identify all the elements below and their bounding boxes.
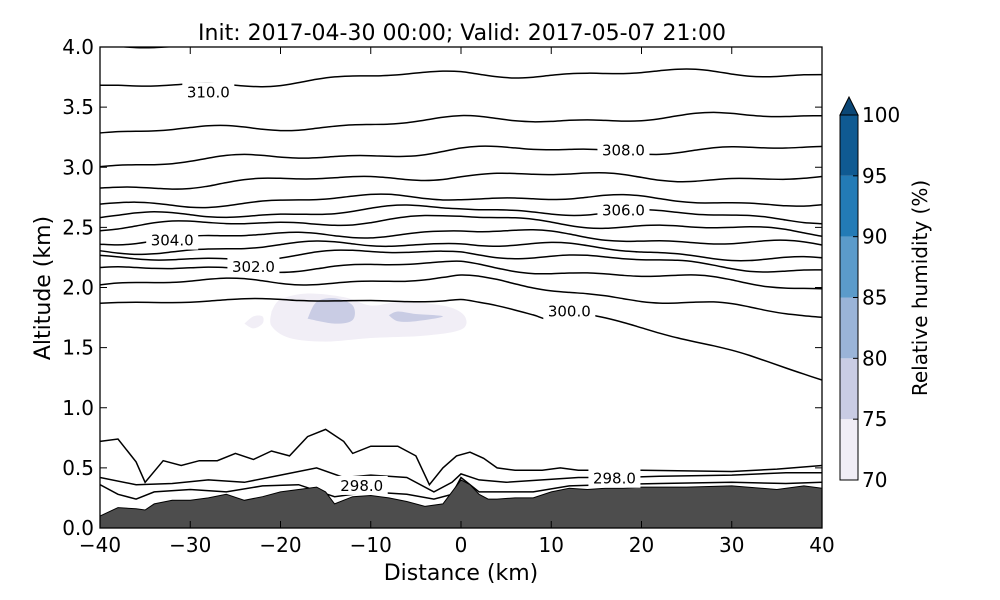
y-tick-label: 0.0 [62,516,94,540]
colorbar-segment [840,236,858,298]
x-tick-label: −20 [259,533,301,557]
colorbar-tick-label: 95 [862,164,887,188]
y-tick-label: 1.5 [62,336,94,360]
y-axis-label: Altitude (km) [31,216,56,360]
colorbar-tick-label: 75 [862,407,887,431]
isentrope-line [100,249,822,273]
y-tick-label: 3.0 [62,155,94,179]
y-tick-label: 1.0 [62,396,94,420]
colorbar-segment [840,115,858,176]
y-tick-label: 2.0 [62,276,94,300]
colorbar-segment [840,419,858,480]
contour-label-bg [182,82,235,102]
colorbar-extend-arrow [839,95,859,116]
humidity-region-70-75 [244,315,264,329]
colorbar-segment [840,175,858,237]
contour-label: 298.0 [593,470,636,488]
contour-label: 300.0 [548,303,591,321]
x-tick-label: 20 [629,533,654,557]
y-tick-label: 4.0 [62,35,94,59]
contour-label: 298.0 [340,477,383,495]
chart-title: Init: 2017-04-30 00:00; Valid: 2017-05-0… [198,21,726,46]
y-tick-label: 0.5 [62,456,94,480]
y-axis: 0.0 0.5 1.0 1.5 2.0 2.5 3.0 3.5 4.0 [62,35,822,540]
x-tick-label: −40 [79,533,121,557]
y-tick-label: 2.5 [62,215,94,239]
plot-background [100,47,822,528]
colorbar-label: Relative humidity (%) [908,180,932,396]
isentrope-line [100,274,822,319]
colorbar-tick-label: 70 [862,468,887,492]
x-tick-label: −30 [169,533,211,557]
contour-label-bg [227,257,280,277]
colorbar-segment [840,358,858,420]
isentrope-line [100,145,822,168]
contour-label-layer: 310.0 308.0 306.0 304.0 302.0 300.0 298.0 298.0 [146,82,650,495]
plot-area: 310.0 308.0 306.0 304.0 302.0 300.0 298.0 298.0 [100,47,822,528]
x-tick-label: −10 [350,533,392,557]
humidity-region-75-80 [388,311,443,322]
contour-label-bg [588,468,641,488]
colorbar: 70 75 80 85 90 95 100 [839,95,900,492]
colorbar-tick-label: 80 [862,346,887,370]
x-tick-label: 0 [455,533,468,557]
x-tick-label: 10 [539,533,564,557]
isentrope-line [100,214,822,238]
colorbar-tick-label: 100 [862,103,900,127]
terrain [100,479,822,528]
isentrope-line [100,260,822,290]
contour-label-bg [335,475,388,495]
contour-label-bg [597,200,650,220]
x-axis-label: Distance (km) [384,561,539,586]
contour-label: 306.0 [602,202,645,220]
isentrope-line [100,428,822,487]
contour-label: 308.0 [602,141,645,159]
colorbar-segment [840,297,858,359]
isentrope-line [100,240,822,262]
isentrope-line [100,204,822,225]
humidity-fill-layer [244,293,467,342]
contour-label-bg [146,230,199,250]
contour-label: 304.0 [151,232,194,250]
isentrope-layer [100,47,822,500]
humidity-region-75-80 [307,298,355,324]
terrain-layer [100,479,822,528]
isentrope-line [100,111,822,134]
colorbar-tick-label: 85 [862,286,887,310]
isentrope-line [100,229,822,246]
contour-label-bg [597,140,650,160]
x-axis: −40 −30 −20 −10 0 10 20 30 40 [79,47,835,557]
y-tick-label: 3.5 [62,95,94,119]
isentrope-line [100,171,822,190]
contour-label: 302.0 [232,258,275,276]
colorbar-tick-label: 90 [862,225,887,249]
isentrope-line [100,297,822,381]
contour-label: 310.0 [187,84,230,102]
isentrope-line [100,193,822,209]
x-tick-label: 30 [719,533,744,557]
x-tick-label: 40 [809,533,834,557]
contour-label-bg [543,301,596,321]
